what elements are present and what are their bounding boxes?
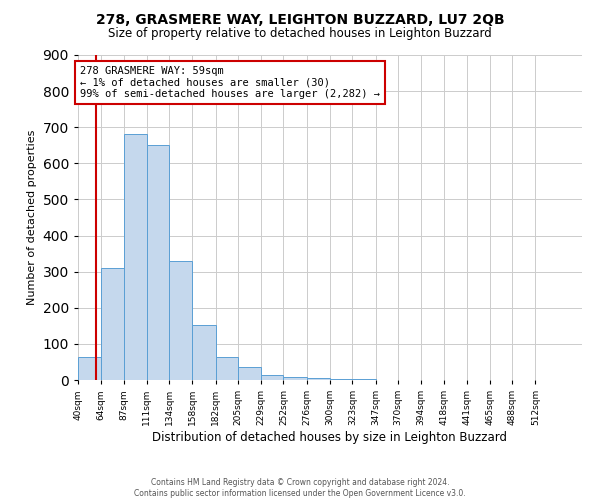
Bar: [307, 378, 330, 380]
Bar: [261, 374, 283, 380]
Bar: [215, 356, 238, 380]
Bar: [169, 261, 193, 380]
Text: 278, GRASMERE WAY, LEIGHTON BUZZARD, LU7 2QB: 278, GRASMERE WAY, LEIGHTON BUZZARD, LU7…: [95, 12, 505, 26]
Bar: [238, 368, 261, 380]
Bar: [330, 379, 352, 380]
Bar: [193, 325, 215, 380]
Text: Size of property relative to detached houses in Leighton Buzzard: Size of property relative to detached ho…: [108, 28, 492, 40]
Y-axis label: Number of detached properties: Number of detached properties: [27, 130, 37, 305]
Bar: [101, 268, 124, 380]
Bar: [78, 356, 101, 380]
Text: Contains HM Land Registry data © Crown copyright and database right 2024.
Contai: Contains HM Land Registry data © Crown c…: [134, 478, 466, 498]
Bar: [147, 146, 169, 380]
X-axis label: Distribution of detached houses by size in Leighton Buzzard: Distribution of detached houses by size …: [152, 431, 508, 444]
Text: 278 GRASMERE WAY: 59sqm
← 1% of detached houses are smaller (30)
99% of semi-det: 278 GRASMERE WAY: 59sqm ← 1% of detached…: [80, 66, 380, 99]
Bar: [283, 377, 307, 380]
Bar: [124, 134, 147, 380]
